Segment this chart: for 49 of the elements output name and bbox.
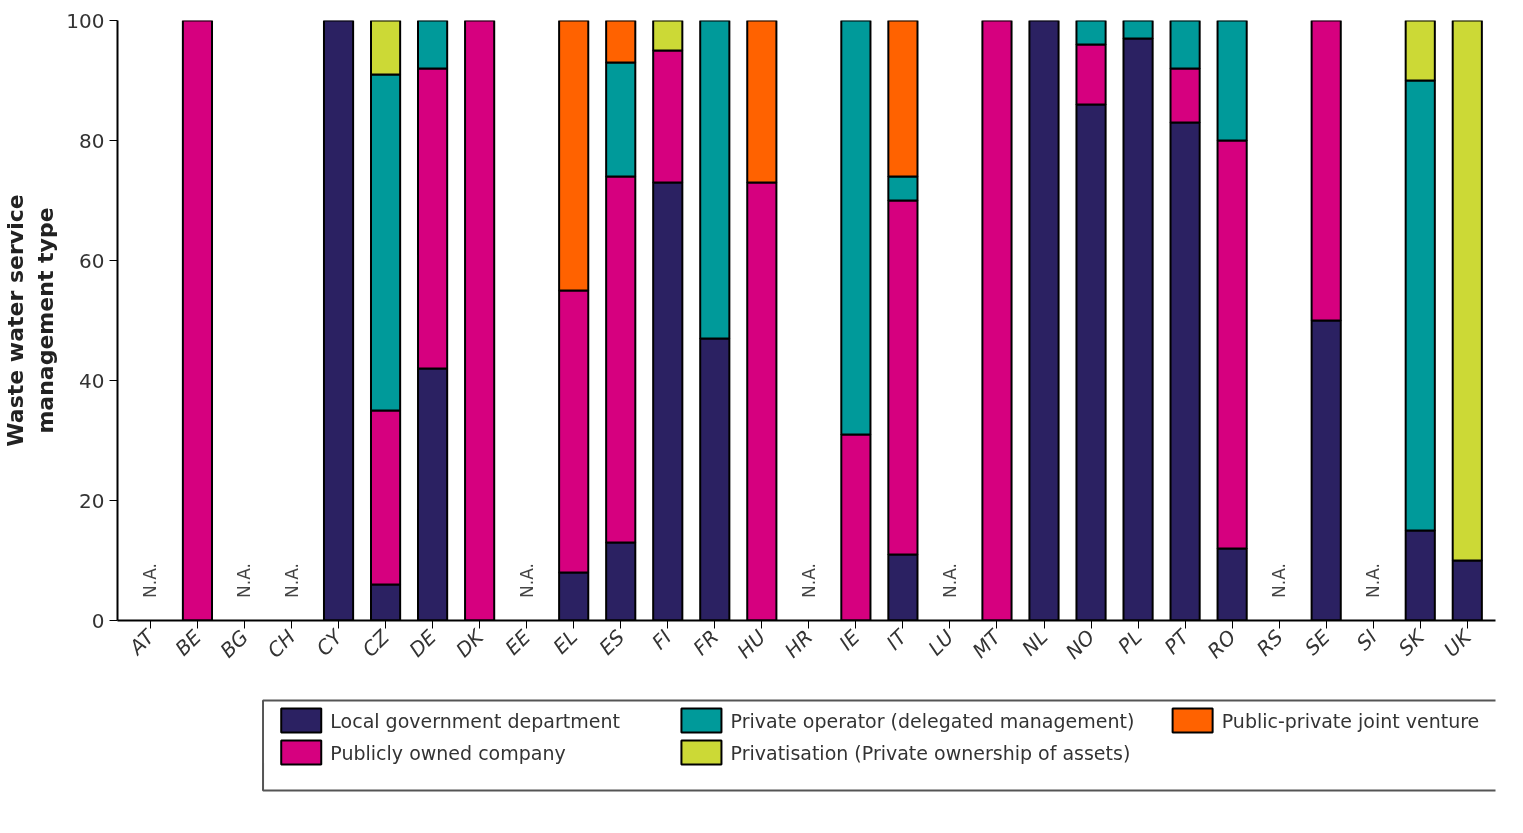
legend-label: Public-private joint venture xyxy=(1221,709,1480,732)
x-tick-label: FR xyxy=(688,625,724,660)
x-tick-label: BG xyxy=(215,625,253,663)
y-tick-label: 80 xyxy=(79,128,105,153)
x-tick-label: CY xyxy=(311,623,349,661)
annotation: N.A. xyxy=(234,563,255,598)
x-tick-label: PL xyxy=(1113,625,1147,659)
x-tick-label: RS xyxy=(1251,624,1288,661)
x-tick-label: LU xyxy=(923,624,959,661)
x-tick-label: AT xyxy=(123,623,161,661)
annotation: N.A. xyxy=(798,563,819,598)
x-tick-label: MT xyxy=(967,623,1007,663)
x-tick-label: HR xyxy=(779,625,818,663)
x-tick-label: EL xyxy=(548,625,583,659)
x-tick-label: ES xyxy=(594,624,630,660)
x-tick-label: UK xyxy=(1439,623,1478,662)
annotation: N.A. xyxy=(1269,563,1290,598)
x-tick-label: EE xyxy=(500,624,536,660)
annotation: N.A. xyxy=(516,563,537,598)
x-tick-label: RO xyxy=(1202,625,1241,663)
legend-label: Local government department xyxy=(330,709,620,732)
y-tick-label: 20 xyxy=(79,488,105,513)
x-tick-label: BE xyxy=(170,624,207,661)
x-tick-label: DE xyxy=(404,624,442,662)
y-tick-label: 40 xyxy=(79,368,105,393)
x-tick-label: CH xyxy=(262,625,301,663)
annotation: N.A. xyxy=(140,563,161,598)
x-tick-label: PT xyxy=(1159,623,1195,660)
y-axis-title: Waste water service management type xyxy=(3,194,59,447)
annotation: N.A. xyxy=(939,563,960,598)
y-tick-label: 100 xyxy=(66,8,105,33)
legend-label: Privatisation (Private ownership of assets) xyxy=(730,741,1131,764)
annotation: N.A. xyxy=(281,563,302,598)
legend-label: Publicly owned company xyxy=(330,741,566,764)
x-tick-label: DK xyxy=(450,623,490,663)
x-tick-label: IT xyxy=(881,623,913,655)
y-tick-label: 0 xyxy=(91,608,105,633)
x-tick-label: SE xyxy=(1299,624,1335,660)
x-tick-label: NO xyxy=(1060,625,1100,664)
x-tick-label: IE xyxy=(834,624,865,656)
annotation: N.A. xyxy=(1363,563,1384,598)
legend-label: Private operator (delegated management) xyxy=(730,709,1135,732)
x-tick-label: CZ xyxy=(357,624,395,662)
y-tick-label: 60 xyxy=(79,248,105,273)
x-tick-label: SK xyxy=(1393,623,1431,661)
x-tick-label: FI xyxy=(646,624,677,655)
x-tick-label: NL xyxy=(1017,625,1053,661)
x-tick-label: SI xyxy=(1351,624,1382,656)
x-tick-label: HU xyxy=(732,624,771,663)
